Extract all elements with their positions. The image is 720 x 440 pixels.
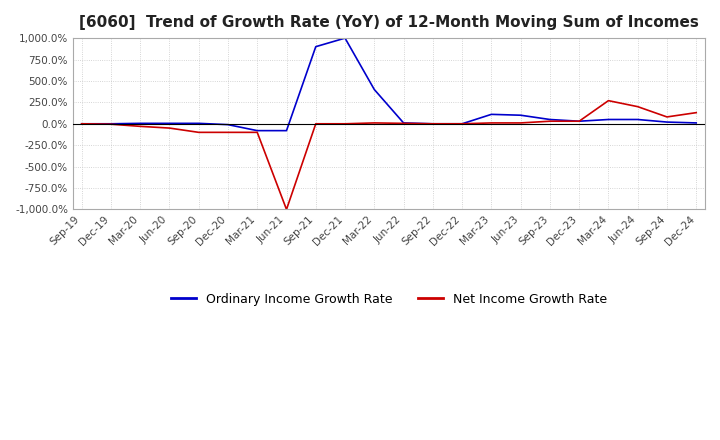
Ordinary Income Growth Rate: [77, 121, 86, 126]
Ordinary Income Growth Rate: [546, 117, 554, 122]
Ordinary Income Growth Rate: [575, 118, 583, 124]
Net Income Growth Rate: [312, 121, 320, 126]
Ordinary Income Growth Rate: [194, 121, 203, 126]
Net Income Growth Rate: [634, 104, 642, 109]
Ordinary Income Growth Rate: [428, 121, 437, 126]
Net Income Growth Rate: [487, 120, 495, 125]
Ordinary Income Growth Rate: [136, 121, 145, 126]
Net Income Growth Rate: [662, 114, 671, 120]
Ordinary Income Growth Rate: [692, 120, 701, 125]
Net Income Growth Rate: [224, 130, 233, 135]
Net Income Growth Rate: [253, 130, 261, 135]
Net Income Growth Rate: [370, 120, 379, 125]
Ordinary Income Growth Rate: [253, 128, 261, 133]
Net Income Growth Rate: [107, 121, 115, 127]
Net Income Growth Rate: [516, 120, 525, 125]
Net Income Growth Rate: [575, 118, 583, 124]
Ordinary Income Growth Rate: [400, 120, 408, 125]
Net Income Growth Rate: [400, 121, 408, 126]
Ordinary Income Growth Rate: [282, 128, 291, 133]
Ordinary Income Growth Rate: [341, 36, 349, 41]
Net Income Growth Rate: [428, 121, 437, 126]
Legend: Ordinary Income Growth Rate, Net Income Growth Rate: Ordinary Income Growth Rate, Net Income …: [166, 288, 612, 311]
Ordinary Income Growth Rate: [604, 117, 613, 122]
Net Income Growth Rate: [165, 125, 174, 131]
Ordinary Income Growth Rate: [516, 113, 525, 118]
Line: Ordinary Income Growth Rate: Ordinary Income Growth Rate: [81, 38, 696, 131]
Net Income Growth Rate: [692, 110, 701, 115]
Net Income Growth Rate: [546, 118, 554, 124]
Ordinary Income Growth Rate: [224, 122, 233, 127]
Net Income Growth Rate: [77, 121, 86, 126]
Ordinary Income Growth Rate: [634, 117, 642, 122]
Net Income Growth Rate: [341, 121, 349, 126]
Ordinary Income Growth Rate: [107, 121, 115, 126]
Net Income Growth Rate: [194, 130, 203, 135]
Ordinary Income Growth Rate: [370, 87, 379, 92]
Ordinary Income Growth Rate: [458, 121, 467, 126]
Ordinary Income Growth Rate: [487, 112, 495, 117]
Net Income Growth Rate: [604, 98, 613, 103]
Ordinary Income Growth Rate: [165, 121, 174, 126]
Net Income Growth Rate: [458, 121, 467, 126]
Line: Net Income Growth Rate: Net Income Growth Rate: [81, 101, 696, 209]
Net Income Growth Rate: [282, 207, 291, 212]
Ordinary Income Growth Rate: [662, 119, 671, 125]
Net Income Growth Rate: [136, 124, 145, 129]
Title: [6060]  Trend of Growth Rate (YoY) of 12-Month Moving Sum of Incomes: [6060] Trend of Growth Rate (YoY) of 12-…: [79, 15, 699, 30]
Ordinary Income Growth Rate: [312, 44, 320, 49]
